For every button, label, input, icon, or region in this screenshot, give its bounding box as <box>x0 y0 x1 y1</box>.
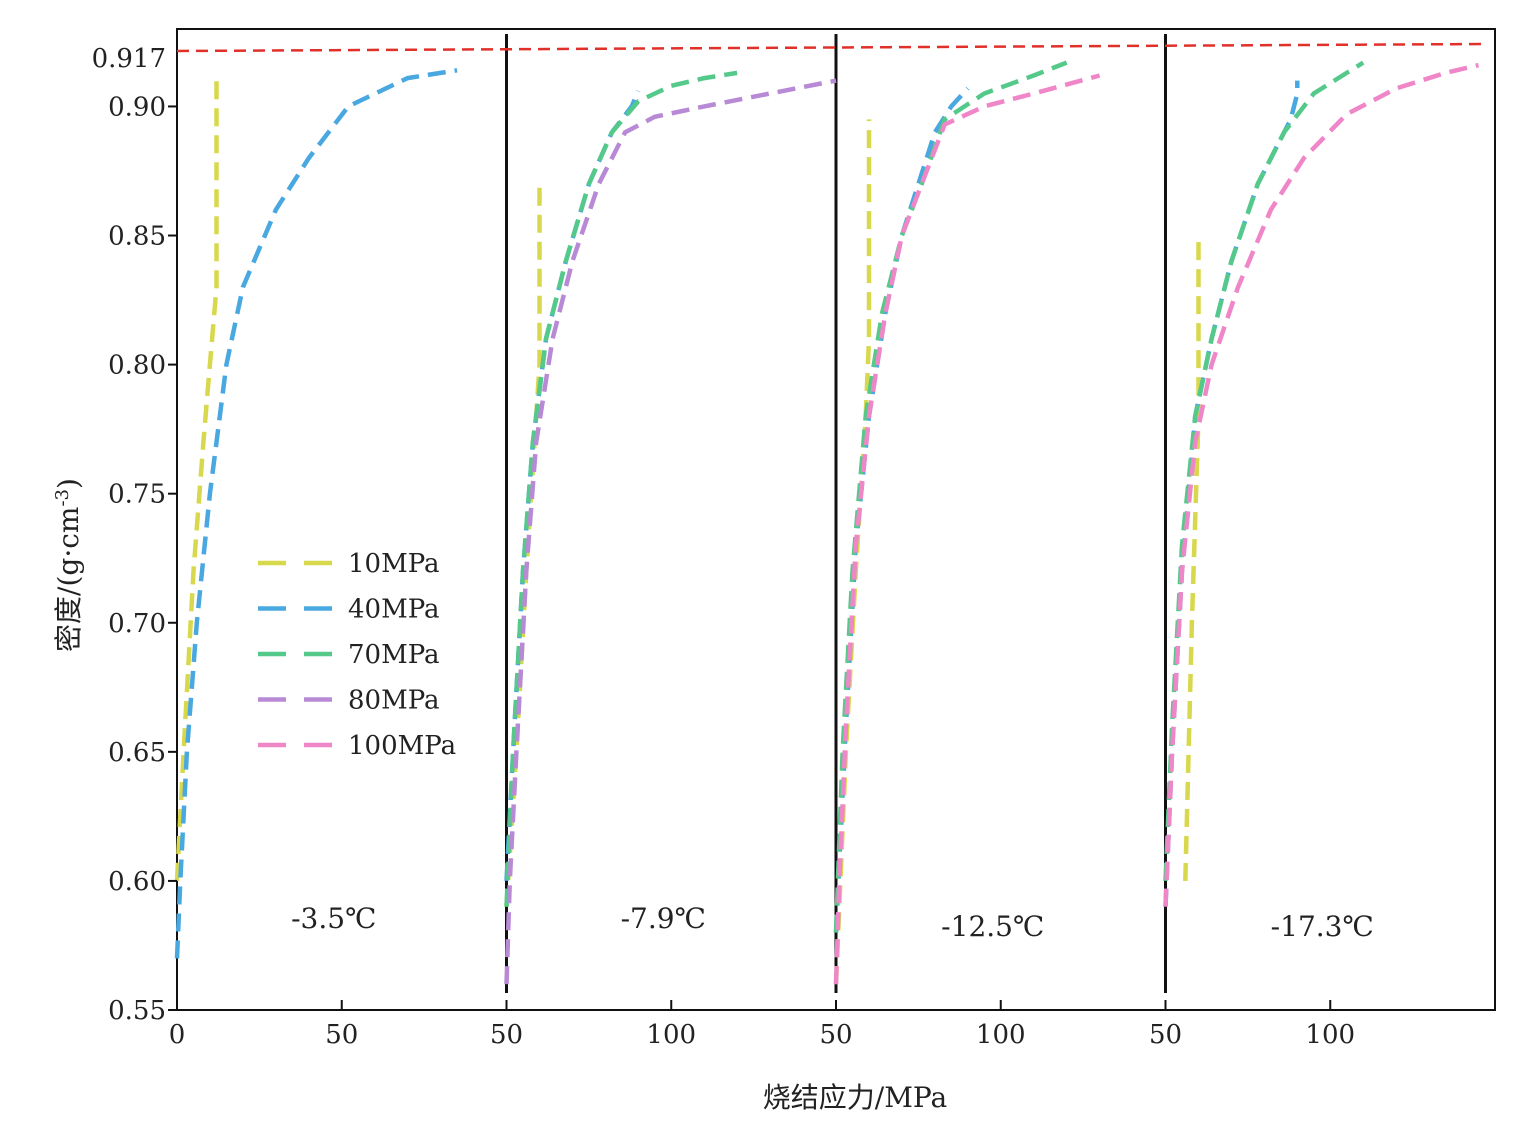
panel-label-temperature: -12.5℃ <box>941 910 1044 943</box>
legend-label-10mpa: 10MPa <box>348 549 440 579</box>
series-line-80mpa-panel-2 <box>504 78 837 985</box>
legend-label-100mpa: 100MPa <box>348 731 456 761</box>
y-tick-label: 0.65 <box>108 738 166 768</box>
series-line-100mpa-panel-4 <box>1163 62 1480 907</box>
series-line-70mpa-panel-2 <box>504 70 738 907</box>
x-tick-label: 50 <box>1149 1020 1182 1050</box>
y-tick-label: 0.75 <box>108 480 166 510</box>
panel-label-temperature: -17.3℃ <box>1271 910 1374 943</box>
x-axis: 0 50 50 100 50 100 50 100 <box>169 1000 1355 1050</box>
x-tick-label: 100 <box>646 1020 696 1050</box>
y-axis-title: 密度/(g·cm-3) <box>52 478 85 652</box>
x-tick-label: 100 <box>1305 1020 1355 1050</box>
x-tick-label: 100 <box>976 1020 1026 1050</box>
y-tick-label: 0.90 <box>108 92 166 122</box>
y-tick-label: 0.55 <box>108 996 166 1026</box>
y-tick-label: 0.70 <box>108 609 166 639</box>
x-tick-label: 0 <box>169 1020 186 1050</box>
y-axis-title-close: ) <box>52 478 85 489</box>
x-tick-label: 50 <box>325 1020 358 1050</box>
reference-line <box>176 42 1489 53</box>
y-axis: 0.55 0.60 0.65 0.70 0.75 0.80 0.85 0.90 0.917 <box>92 44 177 1026</box>
x-tick-label: 50 <box>490 1020 523 1050</box>
panel-label-temperature: -3.5℃ <box>291 902 376 935</box>
x-tick-label: 50 <box>819 1020 852 1050</box>
y-axis-title-main: 密度/(g·cm <box>52 507 85 652</box>
y-tick-label: 0.85 <box>108 222 166 252</box>
y-tick-label: 0.80 <box>108 351 166 381</box>
panel-labels: -3.5℃ -7.9℃ -12.5℃ -17.3℃ <box>291 902 1374 943</box>
legend-label-70mpa: 70MPa <box>348 640 440 670</box>
series-line-10mpa-panel-1 <box>174 72 219 882</box>
series-line-40mpa-panel-1 <box>174 68 458 959</box>
panel-label-temperature: -7.9℃ <box>621 902 706 935</box>
panel-dividers <box>505 34 1167 993</box>
series-line-40mpa-panel-2 <box>504 90 641 882</box>
y-tick-label: 0.917 <box>92 44 166 74</box>
reference-line-0917 <box>176 42 1489 53</box>
y-axis-title-sup: -3 <box>52 489 73 507</box>
series-layer <box>174 60 1480 985</box>
legend-label-40mpa: 40MPa <box>348 595 440 625</box>
legend: 10MPa 40MPa 70MPa 80MPa 100MPa <box>258 549 456 761</box>
series-line-10mpa-panel-4 <box>1183 235 1201 881</box>
x-axis-title: 烧结应力/MPa <box>763 1081 947 1114</box>
y-tick-label: 0.60 <box>108 867 166 897</box>
legend-label-80mpa: 80MPa <box>348 686 440 716</box>
series-line-100mpa-panel-3 <box>833 73 1101 985</box>
